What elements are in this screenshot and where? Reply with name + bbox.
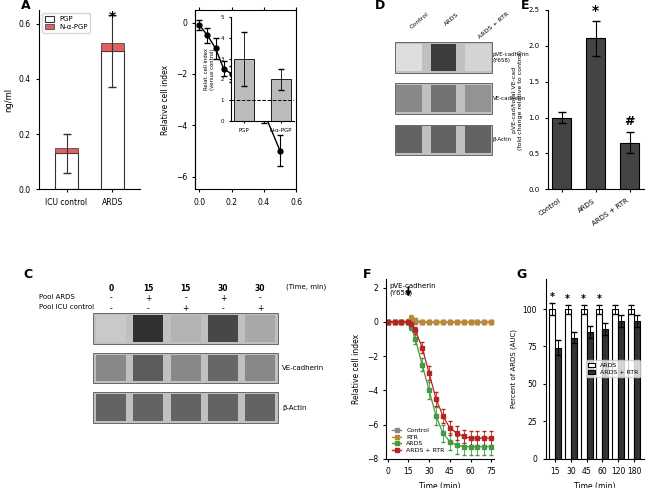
Bar [396, 44, 422, 71]
Bar [621, 142, 639, 189]
Text: -: - [184, 293, 187, 303]
Bar [465, 85, 491, 112]
Text: VE-cadherin: VE-cadherin [282, 365, 324, 371]
Text: *: * [566, 294, 570, 304]
Text: +: + [145, 293, 151, 303]
Legend: PGP, N-α-PGP: PGP, N-α-PGP [42, 13, 90, 33]
Bar [634, 321, 640, 459]
Bar [396, 85, 422, 112]
Text: E: E [521, 0, 530, 12]
Bar [549, 309, 555, 459]
Y-axis label: Relative cell index: Relative cell index [161, 64, 170, 135]
Text: 0: 0 [109, 284, 114, 293]
Text: -: - [110, 305, 112, 313]
Y-axis label: pVE-cad/total VE-cad
(fold change relative to control): pVE-cad/total VE-cad (fold change relati… [512, 50, 523, 149]
Bar [396, 126, 422, 153]
Bar [597, 309, 603, 459]
Bar [133, 315, 163, 342]
Text: 15: 15 [143, 284, 153, 293]
Bar [245, 355, 275, 382]
Bar [465, 126, 491, 153]
Text: +: + [183, 305, 188, 313]
Bar [93, 313, 278, 344]
Text: pVE-cadherin
(Y658): pVE-cadherin (Y658) [493, 52, 530, 63]
Bar [565, 309, 571, 459]
X-axis label: Time (min): Time (min) [419, 482, 461, 488]
Text: *: * [592, 4, 599, 19]
Text: -: - [222, 305, 224, 313]
Text: *: * [549, 292, 554, 302]
Bar [96, 355, 126, 382]
Text: -: - [259, 293, 261, 303]
Bar [586, 39, 605, 189]
Text: pVE-cadherin
(Y658): pVE-cadherin (Y658) [389, 283, 436, 296]
Text: Pool ICU control: Pool ICU control [39, 305, 94, 310]
Y-axis label: Relative cell index: Relative cell index [352, 334, 361, 404]
Bar [208, 315, 238, 342]
Bar [171, 394, 201, 421]
Bar [571, 338, 577, 459]
Bar [133, 394, 163, 421]
Bar [55, 153, 78, 189]
Bar [618, 321, 624, 459]
Text: -: - [110, 293, 112, 303]
Bar [628, 309, 634, 459]
Text: +: + [220, 293, 226, 303]
Bar [552, 118, 571, 189]
Text: #: # [625, 115, 635, 128]
Bar [395, 42, 491, 73]
Text: ARDS + RTR: ARDS + RTR [478, 12, 510, 40]
Bar [101, 43, 124, 51]
Legend: ARDS, ARDS + RTR: ARDS, ARDS + RTR [586, 361, 640, 377]
Bar [612, 309, 618, 459]
Bar [93, 353, 278, 383]
Bar [96, 315, 126, 342]
Text: 15: 15 [181, 284, 191, 293]
Text: ARDS: ARDS [443, 12, 460, 26]
Legend: Control, RTR, ARDS, ARDS + RTR: Control, RTR, ARDS, ARDS + RTR [389, 426, 447, 456]
Bar [55, 148, 78, 153]
Y-axis label: ng/ml: ng/ml [4, 87, 13, 112]
Bar [431, 126, 456, 153]
Bar [395, 125, 491, 155]
Text: G: G [516, 268, 526, 282]
Bar [171, 355, 201, 382]
Text: -: - [147, 305, 150, 313]
Bar [208, 355, 238, 382]
Text: C: C [23, 268, 32, 282]
Text: A: A [21, 0, 31, 12]
Bar [555, 348, 561, 459]
Text: F: F [363, 268, 371, 282]
X-axis label: Time (min): Time (min) [574, 482, 616, 488]
Bar [245, 394, 275, 421]
Bar [96, 394, 126, 421]
Text: 30: 30 [218, 284, 228, 293]
Text: +: + [257, 305, 263, 313]
Bar [208, 394, 238, 421]
Bar [171, 315, 201, 342]
Bar [580, 309, 586, 459]
Bar [245, 315, 275, 342]
Text: VE-cadherin: VE-cadherin [493, 96, 526, 101]
Text: D: D [375, 0, 385, 12]
Text: 30: 30 [255, 284, 265, 293]
Text: β-Actin: β-Actin [493, 138, 512, 142]
Bar [431, 44, 456, 71]
Bar [465, 44, 491, 71]
Bar [133, 355, 163, 382]
Text: *: * [109, 10, 116, 23]
Text: (Time, min): (Time, min) [286, 284, 326, 290]
Text: Pool ARDS: Pool ARDS [39, 293, 75, 300]
Text: *: * [597, 294, 602, 304]
Text: Control: Control [409, 12, 430, 30]
Bar [603, 328, 608, 459]
Y-axis label: Percent of ARDS (AUC): Percent of ARDS (AUC) [511, 329, 517, 408]
Bar [93, 392, 278, 423]
Bar [395, 83, 491, 114]
Bar [431, 85, 456, 112]
Bar [101, 51, 124, 189]
Text: *: * [581, 294, 586, 304]
Text: β-Actin: β-Actin [282, 405, 307, 410]
Bar [586, 331, 593, 459]
